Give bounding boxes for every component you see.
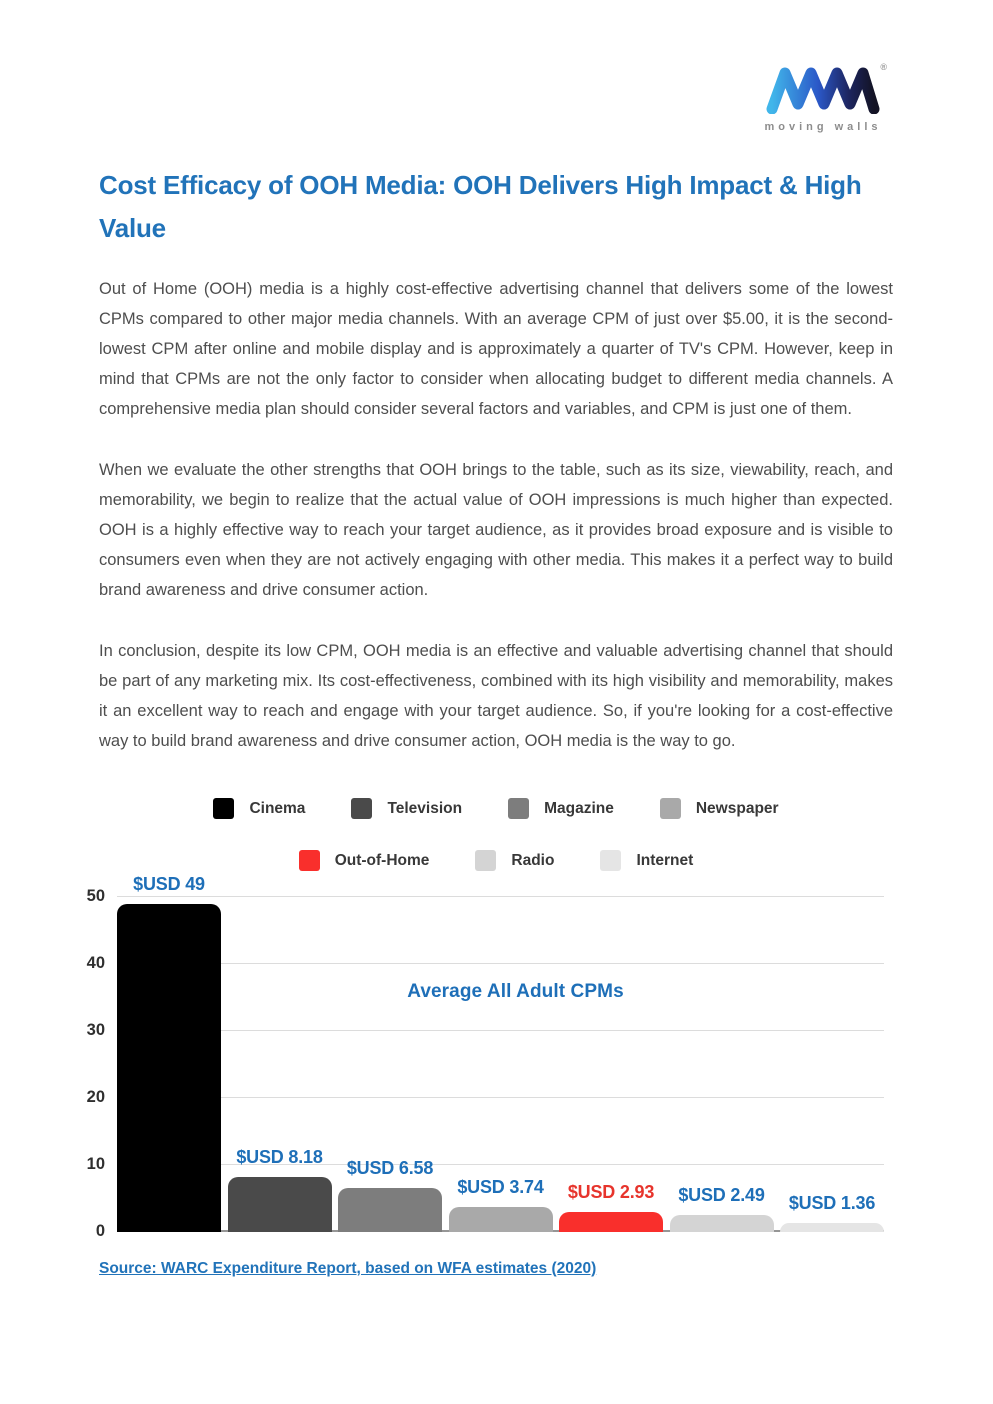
bar-column-out-of-home: $USD 2.93 <box>559 897 663 1232</box>
paragraph-2: When we evaluate the other strengths tha… <box>99 461 893 599</box>
legend-row: Cinema Television Magazine Newspaper <box>99 798 893 819</box>
legend-item-newspaper: Newspaper <box>659 798 779 819</box>
bar-value-label-internet: $USD 1.36 <box>788 1192 876 1213</box>
legend-row: Out-of-Home Radio Internet <box>99 850 893 871</box>
gridline-10 <box>117 1164 884 1165</box>
magazine-swatch-icon <box>508 798 530 819</box>
mw-zigzag-icon <box>766 67 880 115</box>
gridline-20 <box>117 1097 884 1098</box>
legend-item-out-of-home: Out-of-Home <box>298 850 430 871</box>
bar-cinema <box>117 903 221 1232</box>
cinema-swatch-icon <box>213 798 235 819</box>
bar-television <box>227 1177 332 1232</box>
legend-item-internet: Internet <box>600 850 693 871</box>
legend-label: Radio <box>511 851 555 869</box>
bar-value-label-radio: $USD 2.49 <box>678 1185 765 1206</box>
legend-item-television: Television <box>351 798 462 819</box>
legend-label: Out-of-Home <box>334 851 430 869</box>
bar-out-of-home <box>559 1212 663 1232</box>
plot-area: Average All Adult CPMs 0 10 20 30 40 50 $USD 4… <box>87 874 884 1240</box>
chart-legend: Cinema Television Magazine Newspaper Out-of-… <box>99 798 893 871</box>
legend-label: Internet <box>636 851 694 869</box>
paragraph-3: In conclusion, despite its low CPM, OOH … <box>99 642 893 750</box>
bar-value-label-cinema: $USD 49 <box>133 873 205 894</box>
bars-container: $USD 49 $USD 8.18 $USD 6.58 $USD 3.74 $USD 2… <box>117 874 884 1232</box>
bar-value-label-television: $USD 8.18 <box>236 1147 323 1168</box>
source-link[interactable]: Source: WARC Expenditure Report, based o… <box>99 1260 597 1277</box>
newspaper-swatch-icon <box>659 798 681 819</box>
bar-newspaper <box>448 1206 553 1232</box>
y-tick-10: 10 <box>86 1155 105 1173</box>
legend-item-magazine: Magazine <box>508 798 614 819</box>
out-of-home-swatch-icon <box>298 850 320 871</box>
page-title: Cost Efficacy of OOH Media: OOH Delivers… <box>99 170 862 243</box>
bar-value-label-magazine: $USD 6.58 <box>346 1157 434 1178</box>
y-tick-0: 0 <box>95 1222 105 1240</box>
legend-label: Cinema <box>249 799 306 817</box>
logo-brand-text: moving walls <box>764 121 882 133</box>
y-tick-40: 40 <box>86 954 105 972</box>
paragraph-1: Out of Home (OOH) media is a highly cost… <box>99 280 893 418</box>
legend-item-cinema: Cinema <box>213 798 305 819</box>
article-content: Cost Efficacy of OOH Media: OOH Delivers… <box>0 164 993 1278</box>
bar-value-label-out-of-home: $USD 2.93 <box>567 1182 655 1203</box>
bar-column-television: $USD 8.18 <box>227 897 332 1232</box>
bar-value-label-newspaper: $USD 3.74 <box>457 1176 544 1197</box>
legend-label: Magazine <box>544 799 614 817</box>
moving-walls-logo: ® moving walls <box>763 62 887 133</box>
gridline-40 <box>117 963 884 964</box>
bar-column-internet: $USD 1.36 <box>780 897 884 1232</box>
legend-label: Newspaper <box>695 799 779 817</box>
y-tick-50: 50 <box>86 887 105 905</box>
bar-column-radio: $USD 2.49 <box>669 897 774 1232</box>
internet-swatch-icon <box>600 850 622 871</box>
radio-swatch-icon <box>475 850 497 871</box>
bar-magazine <box>338 1187 442 1232</box>
bar-column-magazine: $USD 6.58 <box>338 897 442 1232</box>
y-tick-20: 20 <box>86 1088 105 1106</box>
bar-column-cinema: $USD 49 <box>117 874 221 1232</box>
gridline-30 <box>117 1030 884 1031</box>
source-line: Source: WARC Expenditure Report, based o… <box>99 1260 893 1278</box>
television-swatch-icon <box>351 798 373 819</box>
bar-radio <box>669 1215 774 1232</box>
legend-item-radio: Radio <box>475 850 554 871</box>
bar-internet <box>780 1222 884 1232</box>
chart-title: Average All Adult CPMs <box>407 981 624 1002</box>
registered-mark: ® <box>880 62 887 72</box>
y-tick-30: 30 <box>86 1021 105 1039</box>
legend-label: Television <box>387 799 463 817</box>
bar-column-newspaper: $USD 3.74 <box>448 897 553 1232</box>
gridline-50 <box>117 896 884 897</box>
